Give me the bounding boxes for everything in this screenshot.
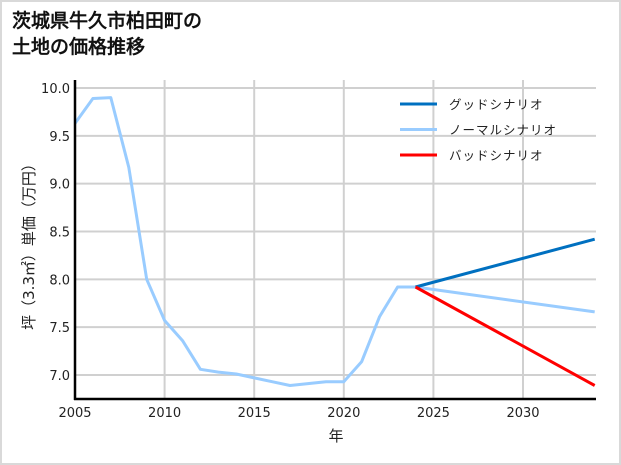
x-tick-label: 2030 xyxy=(506,406,539,421)
series-line xyxy=(73,96,416,387)
chart-title-line-1: 茨城県牛久市柏田町の xyxy=(12,10,203,32)
x-tick-label: 2005 xyxy=(58,406,91,421)
y-tick-label: 9.0 xyxy=(49,178,70,193)
series-line xyxy=(415,237,596,289)
legend-label: グッドシナリオ xyxy=(449,97,544,112)
series-line xyxy=(414,285,596,387)
y-tick-label: 7.5 xyxy=(49,321,70,336)
y-tick-label: 8.0 xyxy=(49,273,70,288)
legend-label: バッドシナリオ xyxy=(449,148,544,163)
x-tick-label: 2020 xyxy=(327,406,360,421)
y-tick-label: 10.0 xyxy=(41,82,70,97)
tick-labels: 7.0 7.5 8.0 8.5 9.0 9.5 10.0 2005 2010 2015 2020 20… xyxy=(41,82,540,421)
x-tick-label: 2010 xyxy=(148,406,181,421)
grid-lines xyxy=(74,80,596,399)
data-lines xyxy=(73,96,596,387)
y-tick-label: 8.5 xyxy=(49,226,70,241)
x-tick-label: 2025 xyxy=(417,406,450,421)
series-line xyxy=(415,285,595,314)
legend-label: ノーマルシナリオ xyxy=(449,123,557,138)
chart-title: 茨城県牛久市柏田町の 土地の価格推移 xyxy=(12,8,202,60)
y-axis-label: 坪（3.3㎡）単価（万円） xyxy=(20,156,38,330)
axes xyxy=(73,80,596,401)
y-tick-label: 9.5 xyxy=(49,130,70,145)
x-tick-label: 2015 xyxy=(238,406,271,421)
chart-title-line-2: 土地の価格推移 xyxy=(12,36,146,58)
y-tick-label: 7.0 xyxy=(49,369,70,384)
x-axis-label: 年 xyxy=(328,427,343,445)
